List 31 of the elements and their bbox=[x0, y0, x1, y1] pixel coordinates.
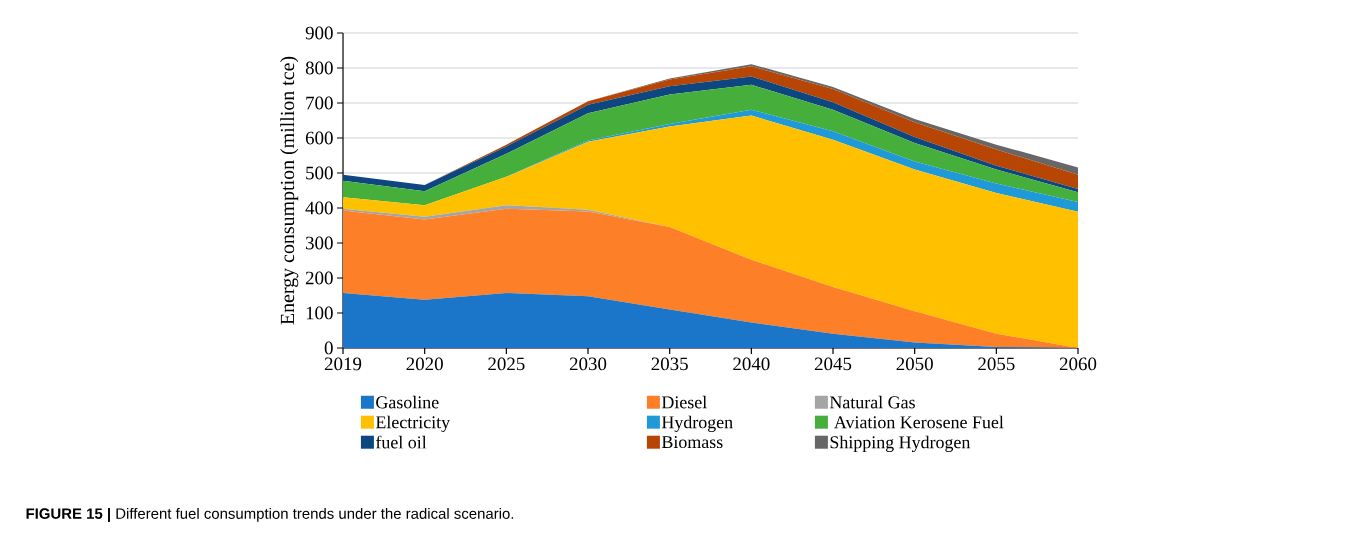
x-tick-label: 2020 bbox=[406, 357, 443, 371]
x-tick-label: 2035 bbox=[651, 357, 688, 371]
y-tick-label: 600 bbox=[305, 131, 333, 145]
x-tick-label: 2050 bbox=[896, 357, 933, 371]
legend-label: Biomass bbox=[661, 436, 723, 449]
legend-label: Shipping Hydrogen bbox=[830, 435, 971, 453]
x-tick-label: 2055 bbox=[978, 357, 1015, 371]
y-axis-title: Energy consumption (million tce) bbox=[280, 56, 299, 325]
y-tick-label: 400 bbox=[305, 201, 333, 215]
y-tick-label: 100 bbox=[306, 306, 333, 320]
legend-label: Diesel bbox=[661, 395, 707, 409]
legend-label: Electricity bbox=[375, 415, 451, 433]
y-tick-label: 300 bbox=[306, 236, 333, 250]
y-tick-label: 0 bbox=[324, 341, 333, 355]
x-tick-label: 2030 bbox=[569, 357, 607, 371]
text: FIGURE 15 | Different fuel consumption trends under the radical scenario. bbox=[26, 507, 514, 523]
x-tick-label: 2040 bbox=[733, 357, 770, 371]
y-tick-label: 500 bbox=[306, 166, 333, 180]
x-tick-label: 2025 bbox=[488, 357, 525, 371]
y-tick-label: 700 bbox=[306, 96, 333, 110]
y-tick-label: 200 bbox=[305, 271, 333, 285]
x-tick-label: 2060 bbox=[1059, 357, 1097, 371]
x-tick-label: 2045 bbox=[814, 357, 852, 371]
y-tick-label: 800 bbox=[305, 61, 333, 75]
x-tick-label: 2019 bbox=[324, 357, 362, 371]
legend-label: Gasoline bbox=[376, 395, 439, 409]
y-tick-label: 900 bbox=[305, 26, 333, 40]
legend-label: Hydrogen bbox=[661, 415, 733, 433]
legend-label: Aviation Kerosene Fuel bbox=[834, 415, 1004, 429]
legend-label: Natural Gas bbox=[829, 395, 915, 409]
legend-label: fuel oil bbox=[375, 435, 427, 449]
